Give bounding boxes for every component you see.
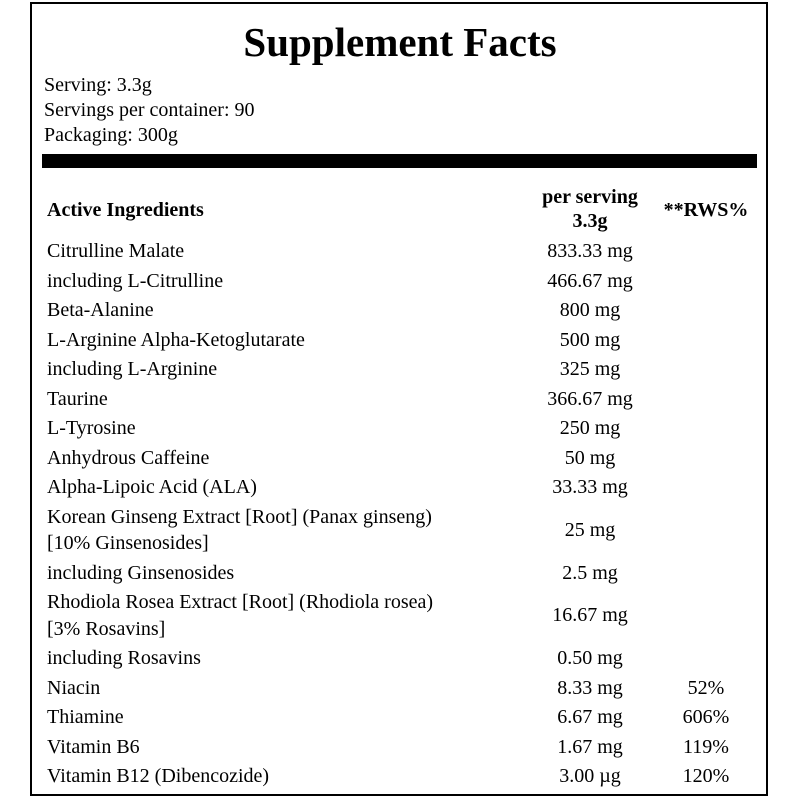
ingredient-name: [10% Ginsenosides] <box>47 532 209 554</box>
label-border <box>30 2 768 796</box>
ingredient-name: including Ginsenosides <box>47 561 235 584</box>
ingredient-name: L-Arginine Alpha-Ketoglutarate <box>47 328 305 351</box>
divider-bar <box>42 154 757 168</box>
amount: 16.67 mg <box>552 604 628 627</box>
amount: 0.50 mg <box>557 647 623 669</box>
ingredient-name: Niacin <box>47 676 101 699</box>
amount: 500 mg <box>559 328 621 351</box>
amount: 833.33 mg <box>547 240 633 262</box>
title: Supplement Facts <box>243 19 557 65</box>
ingredient-name: Korean Ginseng Extract [Root] (Panax gin… <box>47 505 432 528</box>
ingredient-name: [3% Rosavins] <box>47 617 166 640</box>
column-header: **RWS% <box>663 199 749 221</box>
ingredient-name: Alpha-Lipoic Acid (ALA) <box>47 476 257 498</box>
amount: 800 mg <box>559 299 621 321</box>
ingredient-name: Rhodiola Rosea Extract [Root] (Rhodiola … <box>47 591 434 613</box>
ingredient-name: Taurine <box>47 387 108 410</box>
rws-percent: 52% <box>687 676 725 699</box>
amount: 466.67 mg <box>547 269 633 292</box>
ingredient-name: Beta-Alanine <box>47 299 154 321</box>
ingredient-name: Vitamin B6 <box>47 735 140 758</box>
amount: 250 mg <box>559 417 621 439</box>
ingredient-name: Thiamine <box>47 706 124 728</box>
ingredient-name: Citrulline Malate <box>47 240 185 262</box>
amount: 3.00 µg <box>559 765 621 787</box>
amount: 33.33 mg <box>552 476 628 498</box>
column-header: 3.3g <box>572 210 608 232</box>
ingredient-name: including Rosavins <box>47 647 201 669</box>
ingredient-name: including L-Arginine <box>47 358 218 380</box>
serving-info: Serving: 3.3g <box>44 74 152 96</box>
ingredient-name: L-Tyrosine <box>47 417 136 439</box>
serving-info: Servings per container: 90 <box>44 99 255 121</box>
amount: 325 mg <box>559 358 621 380</box>
amount: 1.67 mg <box>557 735 623 758</box>
ingredient-name: Vitamin B12 (Dibencozide) <box>47 765 270 787</box>
serving-info: Packaging: 300g <box>44 124 178 146</box>
ingredient-name: Anhydrous Caffeine <box>47 446 210 469</box>
amount: 8.33 mg <box>557 676 623 699</box>
amount: 25 mg <box>564 518 616 541</box>
amount: 2.5 mg <box>562 561 618 584</box>
column-header: per serving <box>542 186 638 208</box>
amount: 366.67 mg <box>547 387 633 410</box>
rws-percent: 606% <box>682 706 730 728</box>
rws-percent: 119% <box>683 735 729 758</box>
column-header: Active Ingredients <box>47 199 204 221</box>
ingredient-name: including L-Citrulline <box>47 269 224 292</box>
amount: 6.67 mg <box>557 706 623 728</box>
amount: 50 mg <box>564 446 616 469</box>
rws-percent: 120% <box>682 765 730 787</box>
